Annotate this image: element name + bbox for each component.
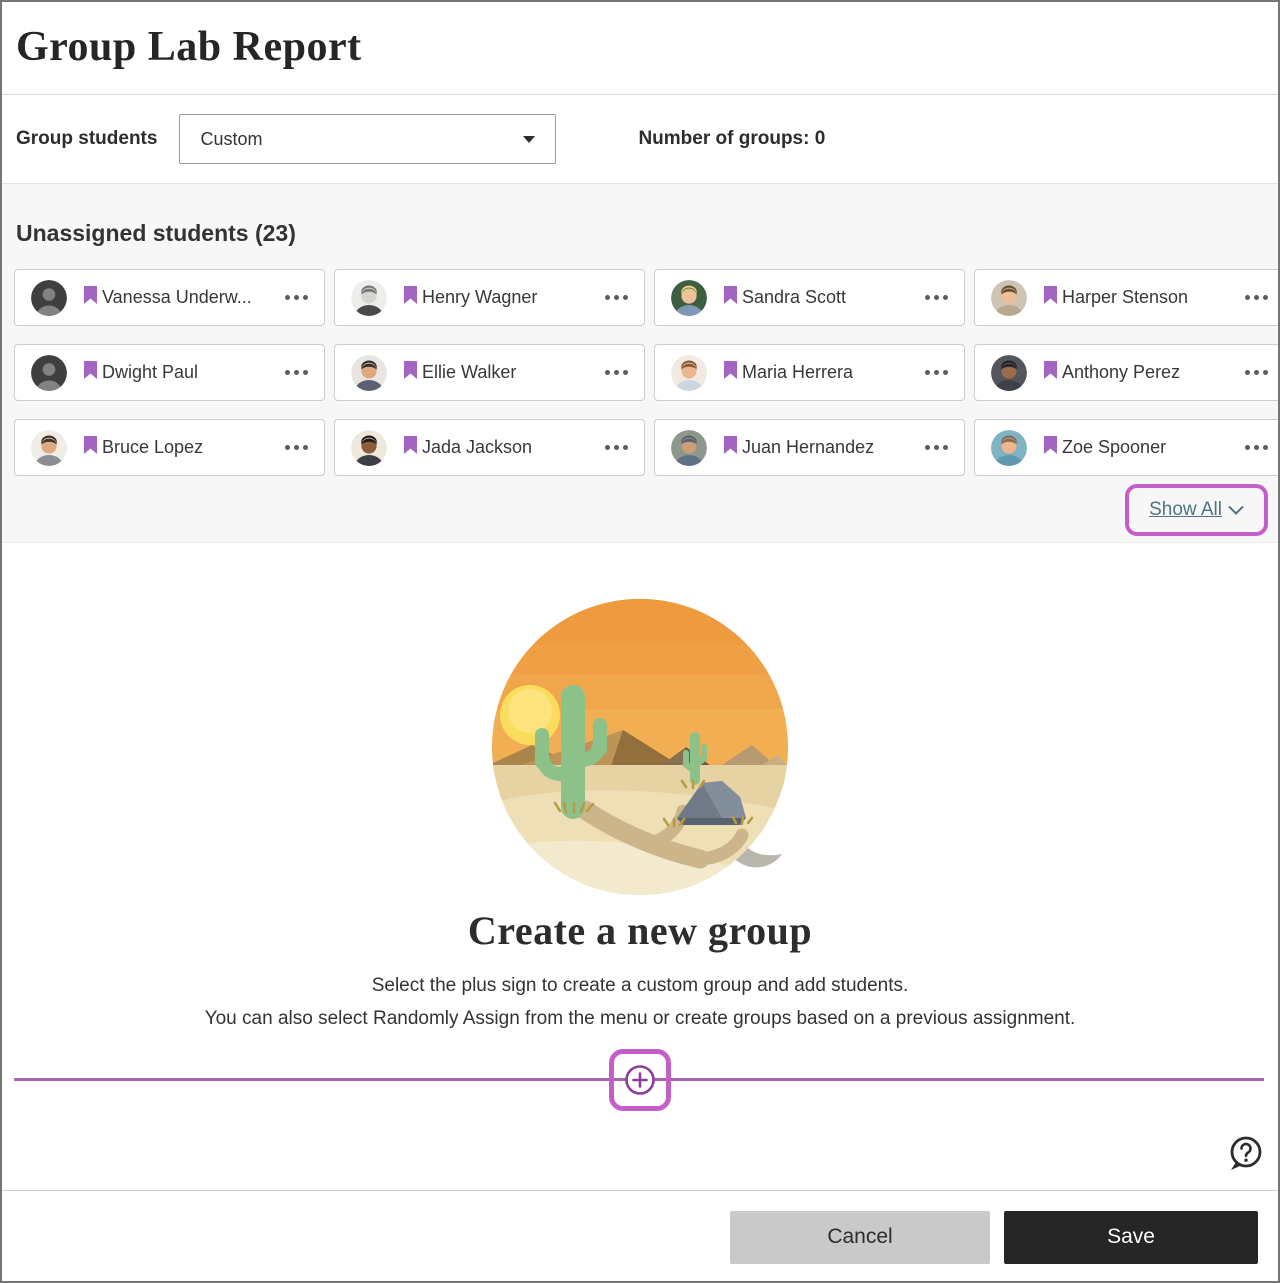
student-avatar — [351, 429, 387, 466]
accommodations-flag-icon — [403, 435, 418, 460]
unassigned-students-heading: Unassigned students (23) — [16, 220, 296, 246]
student-name: Juan Hernandez — [742, 437, 875, 457]
student-name: Zoe Spooner — [1062, 437, 1167, 457]
student-card[interactable]: Bruce Lopez — [14, 419, 325, 476]
student-avatar — [991, 279, 1027, 316]
show-all-link[interactable]: Show All — [1149, 499, 1244, 521]
student-card[interactable]: Harper Stenson — [974, 269, 1280, 326]
student-card[interactable]: Dwight Paul — [14, 344, 325, 401]
student-more-options-icon[interactable] — [1243, 439, 1270, 456]
student-avatar — [671, 354, 707, 391]
save-button[interactable]: Save — [1004, 1210, 1258, 1264]
cancel-button[interactable]: Cancel — [730, 1210, 990, 1264]
student-name: Vanessa Underw... — [102, 287, 252, 307]
student-name: Dwight Paul — [102, 362, 199, 382]
accommodations-flag-icon — [83, 435, 98, 460]
student-avatar — [31, 354, 67, 391]
student-avatar — [991, 429, 1027, 466]
student-name: Jada Jackson — [422, 437, 533, 457]
show-all-row: Show All — [0, 476, 1280, 536]
unassigned-students-section: Unassigned students (23) Vanessa Underw.… — [0, 183, 1280, 543]
create-group-empty-state: Create a new group Select the plus sign … — [0, 597, 1280, 1112]
page-title: Group Lab Report — [16, 24, 362, 70]
student-more-options-icon[interactable] — [603, 364, 630, 381]
group-students-select[interactable]: Custom — [179, 114, 557, 164]
create-group-instructions: Select the plus sign to create a custom … — [0, 969, 1280, 1035]
accommodations-flag-icon — [723, 285, 738, 310]
student-more-options-icon[interactable] — [603, 289, 630, 306]
student-card[interactable]: Jada Jackson — [334, 419, 645, 476]
show-all-label: Show All — [1149, 499, 1222, 520]
student-card[interactable]: Juan Hernandez — [654, 419, 965, 476]
student-card[interactable]: Vanessa Underw... — [14, 269, 325, 326]
student-card[interactable]: Anthony Perez — [974, 344, 1280, 401]
dropdown-caret-icon — [523, 135, 536, 143]
group-toolbar: Group students Custom Number of groups: … — [0, 95, 1280, 183]
students-grid: Vanessa Underw... Henry Wagner — [14, 269, 1280, 476]
student-more-options-icon[interactable] — [923, 364, 950, 381]
chevron-down-icon — [1228, 505, 1244, 515]
student-avatar — [351, 354, 387, 391]
show-all-highlight: Show All — [1125, 484, 1268, 536]
student-avatar — [351, 279, 387, 316]
student-more-options-icon[interactable] — [283, 289, 310, 306]
help-button[interactable] — [1226, 1135, 1264, 1173]
accommodations-flag-icon — [1043, 435, 1058, 460]
student-avatar — [671, 279, 707, 316]
student-name: Bruce Lopez — [102, 437, 204, 457]
student-avatar — [671, 429, 707, 466]
accommodations-flag-icon — [1043, 360, 1058, 385]
student-avatar — [31, 429, 67, 466]
create-group-plus-button[interactable] — [624, 1064, 656, 1096]
question-mark-bubble-icon — [1230, 1136, 1262, 1170]
student-more-options-icon[interactable] — [1243, 289, 1270, 306]
number-of-groups: Number of groups: 0 — [638, 128, 826, 149]
plus-button-highlight — [609, 1049, 671, 1111]
instruction-line-1: Select the plus sign to create a custom … — [371, 975, 909, 996]
student-name: Henry Wagner — [422, 287, 538, 307]
page-header: Group Lab Report — [0, 0, 1280, 95]
student-name: Maria Herrera — [742, 362, 854, 382]
student-card[interactable]: Zoe Spooner — [974, 419, 1280, 476]
student-more-options-icon[interactable] — [283, 439, 310, 456]
student-card[interactable]: Maria Herrera — [654, 344, 965, 401]
group-students-label: Group students — [16, 128, 158, 149]
accommodations-flag-icon — [1043, 285, 1058, 310]
accommodations-flag-icon — [83, 360, 98, 385]
group-students-selected-value: Custom — [200, 128, 263, 149]
student-more-options-icon[interactable] — [603, 439, 630, 456]
create-group-divider-row — [0, 1048, 1280, 1112]
footer-bar: Cancel Save — [0, 1190, 1280, 1283]
student-name: Anthony Perez — [1062, 362, 1181, 382]
accommodations-flag-icon — [723, 360, 738, 385]
student-more-options-icon[interactable] — [923, 439, 950, 456]
student-more-options-icon[interactable] — [923, 289, 950, 306]
student-avatar — [991, 354, 1027, 391]
student-card[interactable]: Henry Wagner — [334, 269, 645, 326]
accommodations-flag-icon — [403, 285, 418, 310]
desert-illustration — [490, 597, 790, 897]
create-group-heading: Create a new group — [467, 908, 813, 953]
student-name: Harper Stenson — [1062, 287, 1189, 307]
accommodations-flag-icon — [83, 285, 98, 310]
student-avatar — [31, 279, 67, 316]
accommodations-flag-icon — [403, 360, 418, 385]
student-more-options-icon[interactable] — [1243, 364, 1270, 381]
student-card[interactable]: Ellie Walker — [334, 344, 645, 401]
student-name: Sandra Scott — [742, 287, 847, 307]
student-name: Ellie Walker — [422, 362, 517, 382]
student-more-options-icon[interactable] — [283, 364, 310, 381]
student-card[interactable]: Sandra Scott — [654, 269, 965, 326]
instruction-line-2: You can also select Randomly Assign from… — [204, 1008, 1076, 1029]
plus-in-circle-icon — [625, 1065, 655, 1095]
accommodations-flag-icon — [723, 435, 738, 460]
